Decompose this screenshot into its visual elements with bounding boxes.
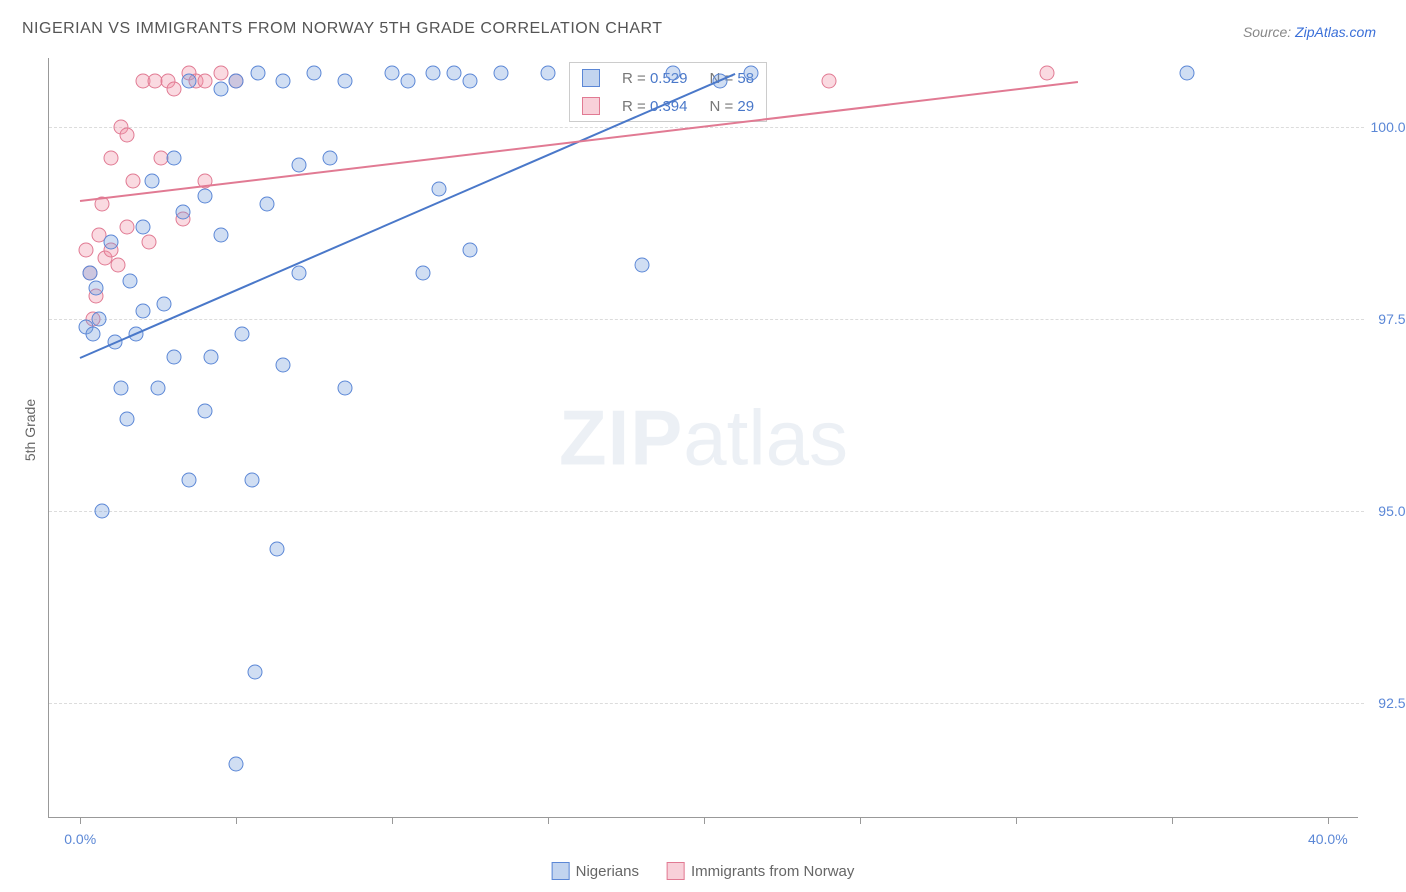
scatter-point-pink [141,235,156,250]
scatter-point-blue [416,265,431,280]
y-tick-label: 97.5% [1364,311,1406,327]
x-tick [548,817,549,824]
x-tick [1172,817,1173,824]
gridline-h [49,319,1364,320]
scatter-point-pink [104,150,119,165]
scatter-point-blue [197,189,212,204]
scatter-point-blue [95,503,110,518]
scatter-point-blue [634,258,649,273]
scatter-point-blue [135,304,150,319]
x-tick [236,817,237,824]
scatter-point-blue [400,74,415,89]
scatter-point-pink [79,242,94,257]
scatter-point-blue [88,281,103,296]
scatter-point-blue [113,381,128,396]
scatter-point-blue [447,66,462,81]
scatter-point-pink [119,219,134,234]
scatter-point-blue [1180,66,1195,81]
scatter-point-blue [275,74,290,89]
scatter-point-blue [82,265,97,280]
scatter-point-blue [260,196,275,211]
scatter-plot: ZIPatlas R = 0.529N = 58R = 0.394N = 29 … [48,58,1358,818]
scatter-point-blue [247,665,262,680]
scatter-point-blue [182,74,197,89]
legend-item-pink: Immigrants from Norway [667,862,854,880]
scatter-point-blue [307,66,322,81]
x-tick [860,817,861,824]
x-tick-label: 40.0% [1308,831,1348,847]
series-legend: Nigerians Immigrants from Norway [552,862,855,880]
scatter-point-blue [338,74,353,89]
scatter-point-pink [821,74,836,89]
scatter-point-blue [123,273,138,288]
scatter-point-blue [743,66,758,81]
scatter-point-blue [104,235,119,250]
legend-swatch-pink [582,97,600,115]
scatter-point-blue [431,181,446,196]
x-tick [1328,817,1329,824]
y-axis-label: 5th Grade [22,399,38,461]
scatter-point-blue [157,296,172,311]
scatter-point-blue [463,74,478,89]
chart-title: NIGERIAN VS IMMIGRANTS FROM NORWAY 5TH G… [22,20,663,38]
scatter-point-blue [338,381,353,396]
legend-swatch-blue [582,69,600,87]
scatter-point-blue [322,150,337,165]
scatter-point-blue [166,350,181,365]
source-attribution: Source: ZipAtlas.com [1243,24,1376,40]
scatter-point-blue [665,66,680,81]
y-tick-label: 92.5% [1364,695,1406,711]
scatter-point-pink [110,258,125,273]
scatter-point-blue [135,219,150,234]
scatter-point-blue [204,350,219,365]
scatter-point-blue [229,757,244,772]
scatter-point-blue [244,473,259,488]
scatter-point-blue [425,66,440,81]
scatter-point-pink [126,173,141,188]
scatter-point-blue [166,150,181,165]
scatter-point-blue [91,312,106,327]
scatter-point-blue [213,227,228,242]
scatter-point-pink [197,74,212,89]
x-tick [392,817,393,824]
scatter-point-blue [197,404,212,419]
x-tick [80,817,81,824]
watermark: ZIPatlas [559,392,848,483]
x-tick-label: 0.0% [64,831,96,847]
scatter-point-blue [119,411,134,426]
scatter-point-blue [213,81,228,96]
scatter-point-blue [182,473,197,488]
scatter-point-pink [213,66,228,81]
scatter-point-blue [291,265,306,280]
x-tick [1016,817,1017,824]
scatter-point-blue [144,173,159,188]
scatter-point-blue [151,381,166,396]
source-link[interactable]: ZipAtlas.com [1295,24,1376,40]
legend-item-blue: Nigerians [552,862,639,880]
gridline-h [49,511,1364,512]
y-tick-label: 100.0% [1364,119,1406,135]
x-tick [704,817,705,824]
legend-swatch [552,862,570,880]
scatter-point-blue [291,158,306,173]
scatter-point-blue [85,327,100,342]
legend-row: R = 0.394N = 29 [572,93,764,119]
legend-swatch [667,862,685,880]
scatter-point-blue [235,327,250,342]
gridline-h [49,703,1364,704]
scatter-point-blue [385,66,400,81]
scatter-point-blue [275,358,290,373]
y-tick-label: 95.0% [1364,503,1406,519]
scatter-point-blue [463,242,478,257]
scatter-point-pink [166,81,181,96]
scatter-point-pink [1040,66,1055,81]
scatter-point-blue [494,66,509,81]
scatter-point-pink [119,127,134,142]
scatter-point-blue [229,74,244,89]
scatter-point-blue [250,66,265,81]
source-label: Source: [1243,24,1295,40]
scatter-point-blue [176,204,191,219]
scatter-point-blue [541,66,556,81]
scatter-point-blue [269,542,284,557]
